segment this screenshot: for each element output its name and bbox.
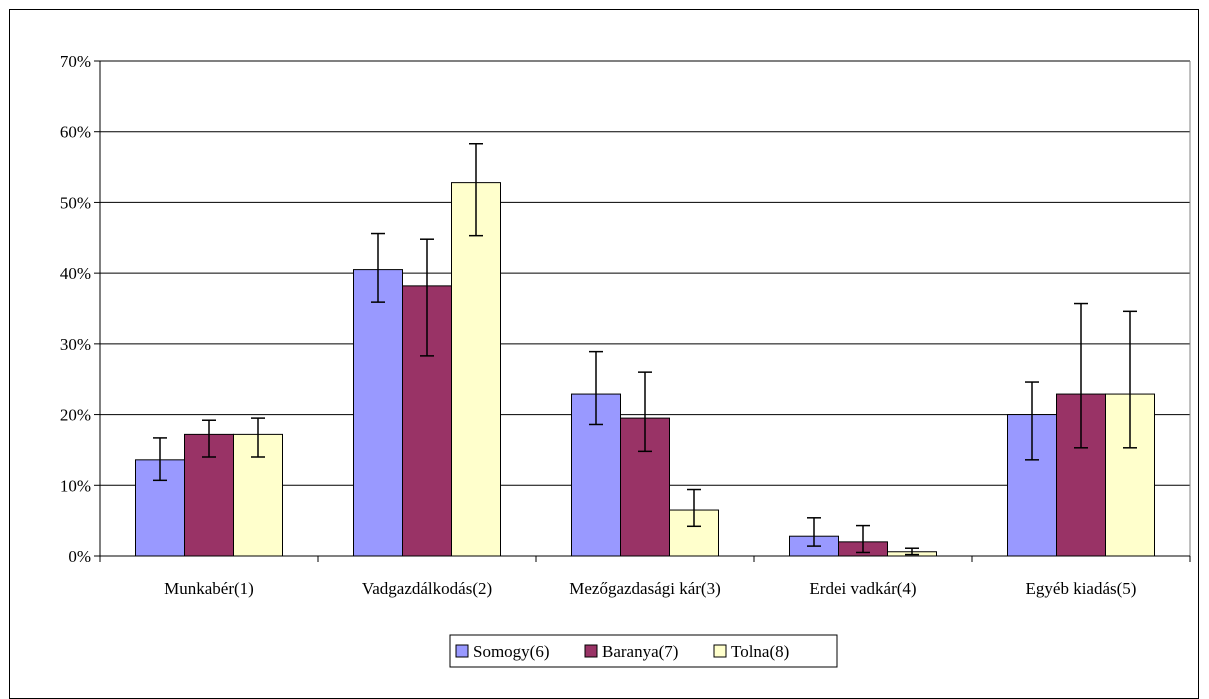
- legend-swatch: [455, 644, 469, 658]
- bar: [451, 182, 501, 557]
- axes: [94, 60, 1191, 562]
- axis-labels: 0% 10% 20% 30% 40% 50% 60% 70% Munkabér(1) Vadgaz…: [60, 52, 1137, 598]
- y-tick-label: 10%: [60, 476, 91, 495]
- error-bars: [153, 142, 1137, 556]
- legend-label: Baranya(7): [602, 642, 678, 661]
- y-tick-label: 40%: [60, 264, 91, 283]
- bar: [353, 269, 403, 557]
- y-tick-label: 20%: [60, 406, 91, 425]
- y-tick-label: 50%: [60, 193, 91, 212]
- x-tick-label: Munkabér(1): [164, 579, 254, 598]
- legend-box: [449, 634, 838, 668]
- x-tick-label: Vadgazdálkodás(2): [362, 579, 492, 598]
- x-tick-label: Mezőgazdasági kár(3): [569, 579, 721, 598]
- y-tick-label: 30%: [60, 335, 91, 354]
- legend: Somogy(6) Baranya(7) Tolna(8): [449, 634, 838, 668]
- y-tick-label: 0%: [68, 547, 91, 566]
- bar: [669, 509, 719, 557]
- y-tick-label: 70%: [60, 52, 91, 71]
- legend-swatch: [584, 644, 598, 658]
- chart-frame: [9, 9, 1199, 699]
- x-tick-label: Erdei vadkár(4): [809, 579, 916, 598]
- x-tick-label: Egyéb kiadás(5): [1026, 579, 1137, 598]
- bar: [620, 417, 670, 557]
- legend-swatch: [713, 644, 727, 658]
- y-tick-label: 60%: [60, 123, 91, 142]
- legend-label: Tolna(8): [731, 642, 789, 661]
- legend-label: Somogy(6): [473, 642, 550, 661]
- bars: [135, 182, 1155, 557]
